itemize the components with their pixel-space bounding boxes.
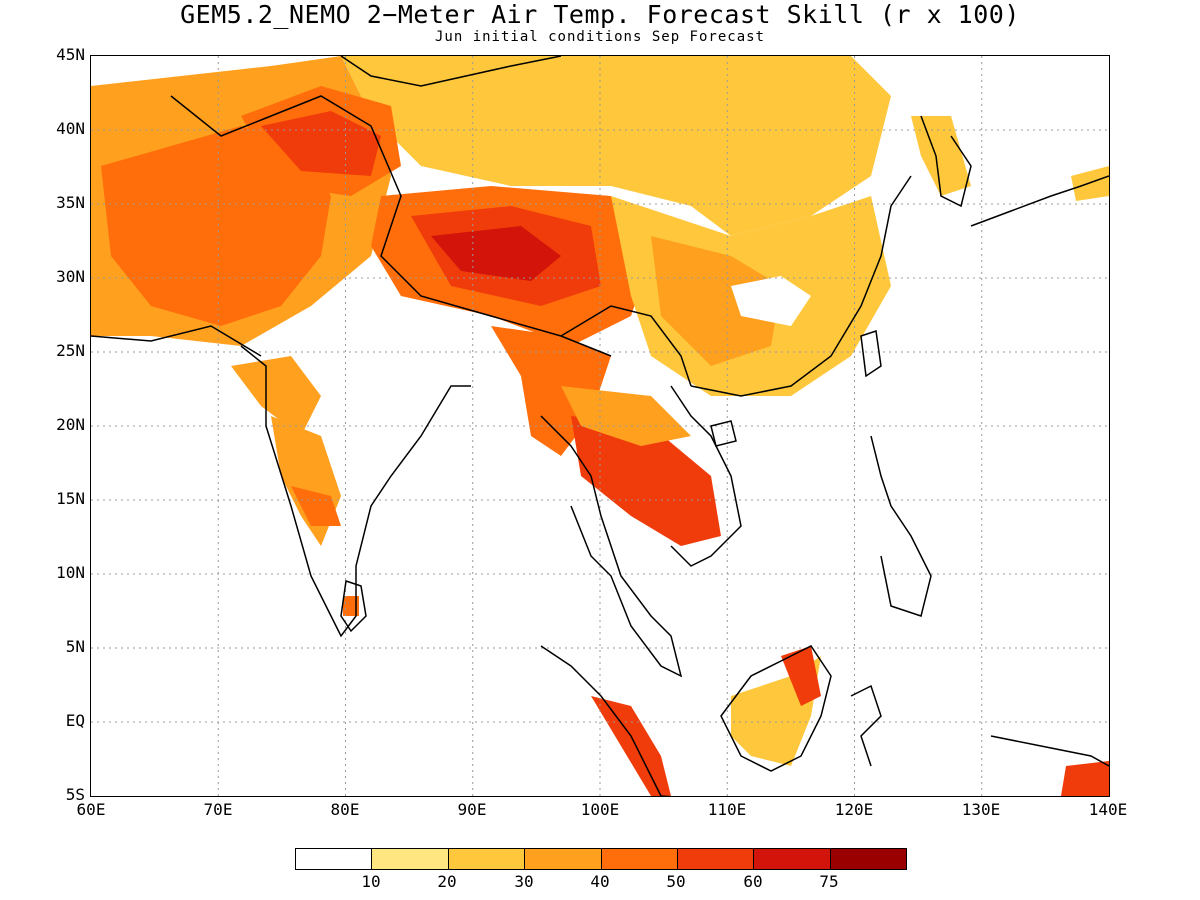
- chart-subtitle: Jun initial conditions Sep Forecast: [434, 29, 765, 45]
- lat-label-10n: 10N: [56, 563, 85, 582]
- skill-fill-layer: [91, 56, 1109, 796]
- colorbar-seg-1: [372, 849, 449, 869]
- chart-title: GEM5.2_NEMO 2−Meter Air Temp. Forecast S…: [180, 0, 1020, 29]
- coastline-india: [240, 345, 471, 638]
- skill-region-newguinea: [1061, 761, 1109, 796]
- coastline-hainan: [710, 420, 737, 447]
- colorbar-seg-5: [677, 849, 755, 869]
- lon-label-70e: 70E: [203, 800, 233, 819]
- colorbar-seg-3: [525, 849, 602, 869]
- skill-region-indochina-outer: [561, 386, 691, 446]
- colorbar-label-20: 20: [437, 872, 457, 891]
- lon-label-100e: 100E: [580, 800, 620, 819]
- skill-region-tarim-core: [261, 111, 381, 176]
- coastline-japan: [970, 175, 1109, 227]
- lon-label-90e: 90E: [457, 800, 487, 819]
- skill-region-india-nw: [231, 356, 321, 436]
- skill-region-korea: [911, 116, 971, 196]
- colorbar-seg-2: [448, 849, 526, 869]
- coastline-borneo: [720, 645, 832, 772]
- coastline-south-china: [690, 175, 912, 397]
- coastline-philippines: [870, 435, 932, 617]
- coastline-indochina: [540, 415, 683, 678]
- lat-label-eq: EQ: [65, 711, 85, 730]
- colorbar: [295, 848, 907, 870]
- lon-label-130e: 130E: [961, 800, 1001, 819]
- colorbar-seg-7: [830, 849, 906, 869]
- lon-label-110e: 110E: [707, 800, 747, 819]
- colorbar-seg-4: [601, 849, 678, 869]
- lon-label-60e: 60E: [76, 800, 106, 819]
- skill-region-sumatra: [591, 696, 671, 796]
- lat-label-35n: 35N: [56, 193, 85, 212]
- map-gridlines: [91, 56, 1109, 796]
- lon-label-80e: 80E: [330, 800, 360, 819]
- lat-label-20n: 20N: [56, 415, 85, 434]
- coastline-sumatra: [540, 645, 662, 796]
- skill-region-tibet-core: [431, 226, 561, 281]
- colorbar-label-50: 50: [666, 872, 686, 891]
- lon-label-140e: 140E: [1088, 800, 1128, 819]
- lon-label-120e: 120E: [834, 800, 874, 819]
- colorbar-label-75: 75: [819, 872, 839, 891]
- skill-region-china-white: [731, 276, 811, 326]
- colorbar-label-10: 10: [361, 872, 381, 891]
- lat-label-25n: 25N: [56, 341, 85, 360]
- skill-region-mongolia-light: [341, 56, 891, 236]
- colorbar-label-60: 60: [743, 872, 763, 891]
- coastlines: [91, 56, 1109, 796]
- lat-label-5n: 5N: [65, 637, 85, 656]
- lat-label-45n: 45N: [56, 45, 85, 64]
- colorbar-label-40: 40: [590, 872, 610, 891]
- map-canvas: [91, 56, 1109, 796]
- lat-label-40n: 40N: [56, 119, 85, 138]
- skill-region-borneo-ne: [781, 646, 821, 706]
- colorbar-seg-6: [754, 849, 831, 869]
- lat-label-15n: 15N: [56, 489, 85, 508]
- coastline-srilanka: [340, 580, 367, 633]
- skill-region-southchina-mid: [651, 236, 781, 366]
- coastline-newguinea: [990, 735, 1109, 767]
- skill-region-westasia-inner: [101, 126, 331, 326]
- skill-region-india-sw-inner: [291, 486, 341, 526]
- skill-region-srilanka: [343, 596, 359, 616]
- skill-region-india-sw: [271, 416, 341, 546]
- country-borders-china: [340, 56, 692, 387]
- colorbar-seg-0: [296, 849, 373, 869]
- map-plot-area: [90, 55, 1110, 797]
- colorbar-label-30: 30: [514, 872, 534, 891]
- country-borders-central-asia: [91, 95, 612, 357]
- coastline-taiwan: [860, 330, 882, 378]
- lat-label-30n: 30N: [56, 267, 85, 286]
- skill-region-indochina: [571, 416, 721, 546]
- coastline-korea: [920, 115, 972, 208]
- coastline-vietnam: [670, 385, 742, 567]
- coastline-sulawesi: [850, 684, 882, 767]
- lat-label-5s: 5S: [65, 785, 85, 804]
